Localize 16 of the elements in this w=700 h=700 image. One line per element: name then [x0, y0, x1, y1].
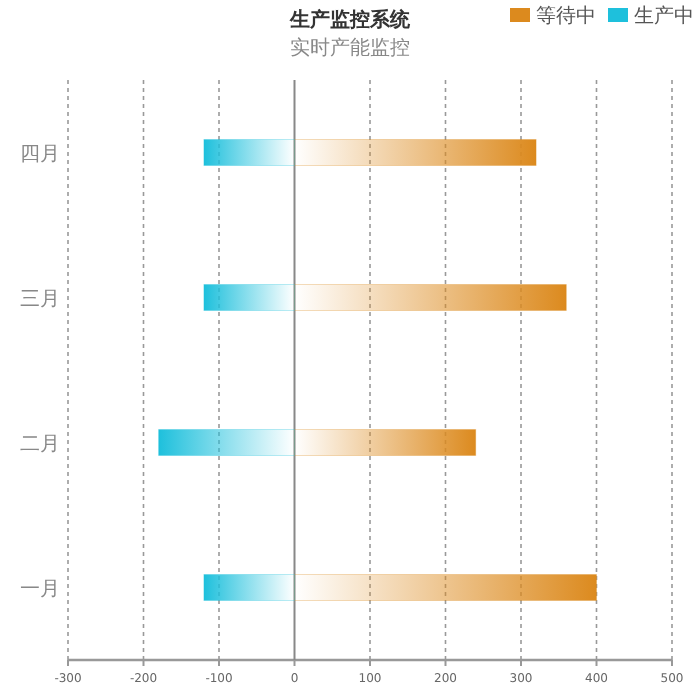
y-tick-label: 二月: [20, 433, 60, 456]
chart-subtitle: 实时产能监控: [290, 36, 410, 60]
bar: [203, 574, 295, 601]
legend-label: 生产中: [634, 4, 694, 28]
bar: [203, 284, 295, 311]
y-tick-label: 一月: [20, 578, 60, 601]
y-tick-label: 三月: [20, 288, 60, 311]
legend-label: 等待中: [536, 4, 596, 28]
bar: [203, 139, 295, 166]
bar: [294, 429, 477, 456]
chart-title: 生产监控系统: [288, 8, 412, 32]
bar: [294, 284, 567, 311]
bar: [158, 429, 295, 456]
bar: [294, 139, 537, 166]
bar: [294, 574, 597, 601]
y-tick-label: 四月: [20, 143, 60, 166]
